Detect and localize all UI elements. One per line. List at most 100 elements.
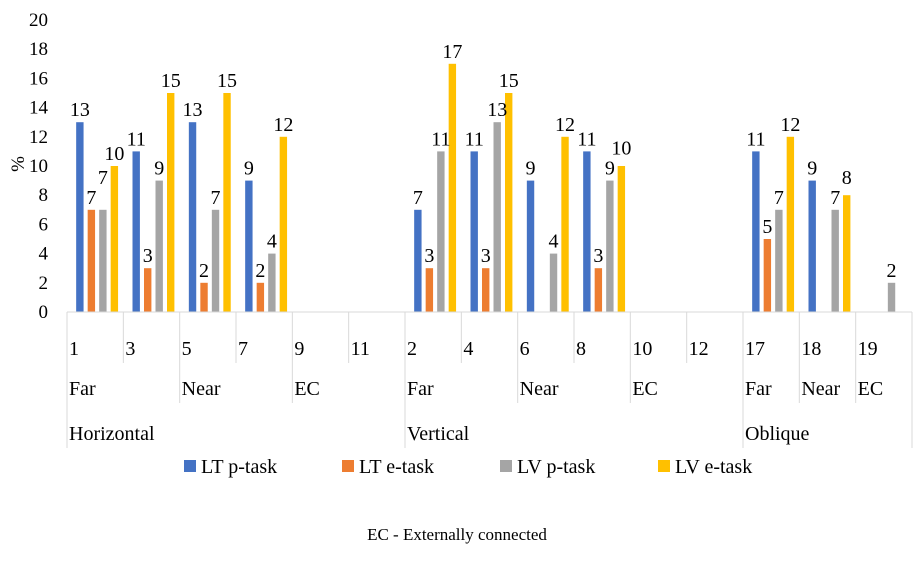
data-label: 7 (211, 187, 221, 209)
data-label: 8 (842, 167, 852, 189)
data-label: 10 (104, 143, 124, 165)
x-tick-label: 8 (576, 338, 586, 360)
data-label: 13 (183, 99, 203, 121)
y-tick-label: 8 (39, 185, 49, 206)
x-supergroup-label: Oblique (745, 423, 810, 445)
bar (583, 151, 591, 312)
data-label: 15 (499, 70, 519, 92)
legend-label: LV e-task (675, 456, 752, 478)
x-group-label: Near (182, 378, 221, 400)
y-tick-label: 0 (39, 302, 49, 323)
data-label: 13 (487, 99, 507, 121)
legend-label: LV p-task (517, 456, 595, 478)
bar (76, 122, 84, 312)
y-tick-label: 6 (39, 214, 49, 235)
legend: LT p-task LT e-task LV p-task LV e-task (184, 456, 752, 478)
data-label: 9 (244, 158, 254, 180)
y-tick-label: 4 (39, 244, 49, 265)
data-label: 11 (577, 128, 596, 150)
data-label: 3 (593, 245, 603, 267)
bar (132, 151, 140, 312)
bar (448, 63, 457, 312)
bar (245, 180, 253, 312)
bar (831, 209, 839, 312)
data-label: 11 (465, 128, 484, 150)
bars (76, 63, 896, 312)
bar (808, 180, 816, 312)
bar (561, 136, 569, 312)
data-label: 7 (98, 167, 108, 189)
y-tick-label: 12 (29, 127, 48, 148)
bar (200, 282, 208, 312)
data-labels: 1377101139151327159241273111711313159412… (70, 41, 897, 282)
data-label: 9 (807, 158, 817, 180)
legend-label: LT p-task (201, 456, 277, 478)
bar (606, 180, 614, 312)
data-label: 13 (70, 99, 90, 121)
x-group-label: Near (520, 378, 559, 400)
data-label: 3 (424, 245, 434, 267)
footnote: EC - Externally connected (367, 525, 547, 544)
bar (752, 151, 760, 312)
bar (87, 209, 96, 312)
x-group-label: EC (632, 378, 658, 400)
x-tick-label: 11 (351, 338, 370, 360)
data-label: 4 (549, 231, 559, 253)
data-label: 2 (887, 260, 897, 282)
data-label: 10 (611, 138, 631, 160)
data-label: 9 (154, 158, 164, 180)
data-label: 9 (526, 158, 536, 180)
x-tick-label: 18 (801, 338, 821, 360)
bar (470, 151, 478, 312)
data-label: 3 (143, 245, 153, 267)
x-group-label: Far (745, 378, 772, 400)
bar (843, 195, 851, 312)
bar (414, 209, 422, 312)
x-tick-label: 3 (125, 338, 135, 360)
bar (482, 268, 490, 312)
bar (110, 166, 119, 312)
x-group-label: Far (407, 378, 434, 400)
y-tick-label: 14 (29, 98, 49, 119)
bar (763, 239, 772, 312)
bar (526, 180, 535, 312)
x-group-label: Far (69, 378, 96, 400)
bar (144, 268, 152, 312)
y-axis-label: % (8, 156, 29, 172)
data-label: 15 (217, 70, 237, 92)
legend-swatch (658, 460, 670, 472)
data-label: 7 (413, 187, 423, 209)
bar (279, 136, 288, 312)
data-label: 5 (762, 216, 772, 238)
y-tick-label: 16 (29, 68, 48, 89)
data-label: 2 (255, 260, 265, 282)
x-tick-label: 9 (294, 338, 304, 360)
bar (155, 180, 163, 312)
x-tick-label: 7 (238, 338, 248, 360)
bar (775, 209, 783, 312)
x-tick-label: 12 (689, 338, 709, 360)
bar (617, 166, 626, 312)
legend-swatch (184, 460, 196, 472)
data-label: 4 (267, 231, 277, 253)
legend-label: LT e-task (359, 456, 434, 478)
data-label: 11 (746, 128, 765, 150)
data-label: 15 (161, 70, 181, 92)
data-label: 2 (199, 260, 209, 282)
bar (437, 151, 445, 312)
bar (493, 122, 501, 312)
data-label: 12 (555, 114, 575, 136)
x-tick-label: 4 (463, 338, 473, 360)
x-tick-label: 5 (182, 338, 192, 360)
bar (594, 268, 603, 312)
y-axis: 0 2 4 6 8 10 12 14 16 18 20 (29, 10, 49, 323)
x-tick-label: 2 (407, 338, 417, 360)
x-tick-label: 1 (69, 338, 79, 360)
y-tick-label: 2 (39, 273, 49, 294)
data-label: 7 (86, 187, 96, 209)
data-label: 3 (481, 245, 491, 267)
bar (786, 136, 795, 312)
x-group-label: EC (294, 378, 320, 400)
bar (211, 209, 220, 312)
